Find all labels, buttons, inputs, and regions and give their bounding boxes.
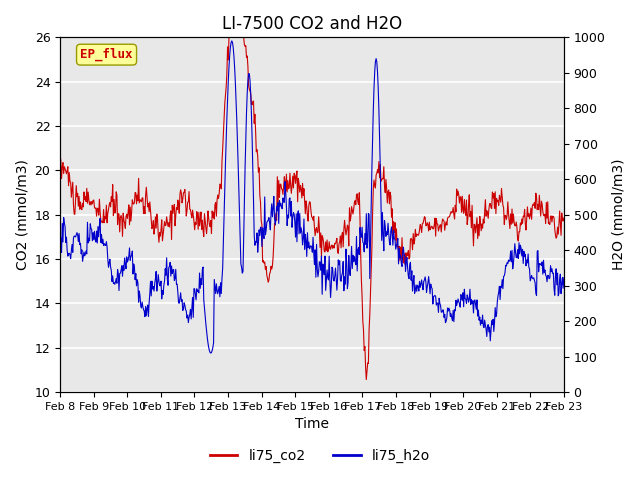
X-axis label: Time: Time <box>295 418 329 432</box>
Title: LI-7500 CO2 and H2O: LI-7500 CO2 and H2O <box>222 15 402 33</box>
Y-axis label: CO2 (mmol/m3): CO2 (mmol/m3) <box>15 159 29 270</box>
Legend: li75_co2, li75_h2o: li75_co2, li75_h2o <box>204 443 436 468</box>
Text: EP_flux: EP_flux <box>80 48 133 61</box>
Y-axis label: H2O (mmol/m3): H2O (mmol/m3) <box>611 159 625 270</box>
